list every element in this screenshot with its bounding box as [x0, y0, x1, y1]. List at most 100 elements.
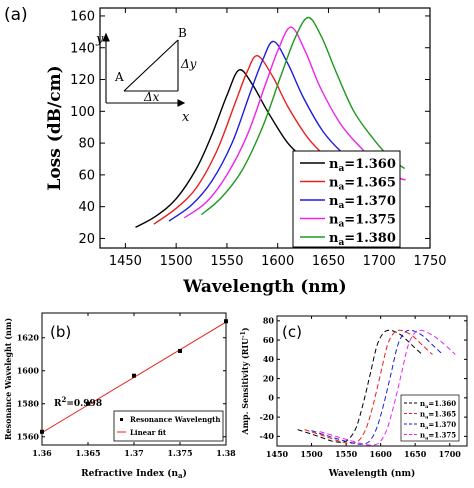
panel-a-y-ticks: 20 40 60 80 100 120 140 160 — [70, 9, 430, 247]
inset-x-arrow-icon — [177, 99, 186, 107]
y-tick-label: 1620 — [17, 333, 40, 343]
panel-a-y-axis-label: Loss (dB/cm) — [45, 65, 65, 190]
panel-a-legend-label-0: na=1.360 — [329, 157, 396, 174]
panel-b-legend-marker — [120, 418, 123, 421]
panel-b-data-point-0 — [40, 429, 44, 434]
panel-c-x-axis-label: Wavelength (nm) — [328, 468, 416, 479]
panel-c-series-line-3 — [319, 329, 456, 446]
panel-c-legend-label-1: na=1.365 — [420, 410, 456, 421]
inset-delta-y: Δy — [180, 57, 197, 71]
x-tick-label: 1700 — [363, 254, 396, 269]
panel-c-y-ticks: -40 -20 0 20 40 60 80 — [260, 316, 467, 441]
x-tick-label: 1.365 — [75, 448, 100, 458]
inset-hypotenuse — [123, 39, 179, 92]
x-tick-label: 1550 — [335, 449, 358, 459]
panel-b-y-axis-label: Resonance Waveleght (nm) — [3, 318, 13, 440]
y-tick-label: 40 — [263, 354, 275, 364]
x-tick-label: 1450 — [266, 449, 289, 459]
y-tick-label: 140 — [70, 41, 95, 56]
panel-a-x-axis-label: Wavelength (nm) — [182, 277, 346, 297]
inset-diagram — [102, 32, 186, 107]
panel-a-frame — [99, 7, 431, 249]
x-tick-label: 1500 — [300, 449, 323, 459]
y-tick-label: 160 — [70, 9, 95, 24]
y-tick-label: 80 — [263, 316, 275, 326]
panel-b-data-point-4 — [224, 319, 228, 324]
panel-b-legend-box — [113, 410, 224, 442]
panel-c-series-line-2 — [311, 329, 444, 445]
panel-a-legend-box — [292, 150, 401, 248]
panel-c-y-axis-label: Amp. Sensitivity (RIU-1) — [240, 327, 250, 435]
panel-a-series-line-4 — [201, 16, 406, 216]
x-tick-label: 1450 — [109, 254, 142, 269]
y-tick-label: 40 — [78, 200, 95, 215]
panel-b-x-axis-label: Refractive Index (na) — [81, 468, 187, 480]
inset-y-arrow-icon — [102, 32, 110, 42]
inset-x-label: x — [182, 110, 190, 125]
panel-b-legend: Resonance Wavelength Linear fit — [113, 410, 224, 442]
x-tick-label: 1.36 — [32, 448, 52, 458]
panel-c-legend-label-0: na=1.360 — [420, 399, 456, 410]
x-tick-label: 1700 — [439, 449, 462, 459]
panel-b-series — [40, 319, 228, 434]
y-tick-label: 100 — [70, 105, 95, 120]
panel-c-legend-label-3: na=1.375 — [420, 431, 456, 442]
panel-a-x-ticks: 1450 1500 1550 1600 1650 1700 1750 — [109, 8, 447, 269]
panel-a: (a) 1450 1500 1550 1600 1650 1700 1750 20 40 60 8… — [4, 5, 447, 297]
panel-c-series — [297, 329, 456, 446]
panel-c-plot-area: 1450 1500 1550 1600 1650 1700 -40 -20 0 20 40 60 80 — [260, 315, 468, 459]
panel-b-data-point-3 — [178, 348, 182, 353]
panel-c-x-ticks: 1450 1500 1550 1600 1650 1700 — [266, 316, 461, 459]
x-tick-label: 1600 — [370, 449, 393, 459]
panel-b-plot-area: 1.36 1.365 1.37 1.375 1.38 1560 1580 1600 1620 — [17, 312, 236, 458]
y-tick-label: 0 — [268, 393, 274, 403]
panel-c-label: (c) — [282, 323, 302, 341]
panel-a-label: (a) — [4, 5, 28, 25]
panel-b-data-point-1 — [86, 401, 90, 406]
inset-point-b: B — [178, 26, 187, 40]
y-tick-label: 1600 — [17, 366, 40, 376]
panel-b-data-point-2 — [132, 373, 136, 378]
panel-b-legend-label-0: Resonance Wavelength — [130, 415, 220, 424]
inset-delta-x: Δx — [143, 90, 160, 104]
x-tick-label: 1600 — [261, 254, 294, 269]
panel-b-r-squared: R2=0.998 — [54, 395, 102, 409]
panel-b-legend-label-1: Linear fit — [130, 428, 167, 437]
panel-a-legend-label-4: na=1.380 — [329, 231, 396, 248]
y-tick-label: 60 — [78, 168, 95, 183]
x-tick-label: 1500 — [160, 254, 193, 269]
inset-point-a: A — [114, 70, 124, 84]
x-tick-label: 1550 — [210, 254, 243, 269]
panel-b: 1.36 1.365 1.37 1.375 1.38 1560158016001620 … — [3, 312, 236, 480]
x-tick-label: 1.375 — [167, 448, 192, 458]
panel-b-label: (b) — [50, 323, 71, 341]
inset-y-label: y — [95, 32, 104, 47]
y-tick-label: 80 — [78, 137, 95, 152]
y-tick-label: 120 — [70, 73, 95, 88]
panel-c-frame — [276, 315, 468, 447]
panel-c-legend-label-2: na=1.370 — [420, 420, 456, 431]
y-tick-label: 20 — [263, 373, 275, 383]
panel-b-x-ticks: 1.36 1.365 1.37 1.375 1.38 — [32, 313, 236, 458]
y-tick-label: 1580 — [17, 399, 40, 409]
x-tick-label: 1750 — [413, 254, 446, 269]
x-tick-label: 1.38 — [216, 448, 236, 458]
x-tick-label: 1.37 — [124, 448, 143, 458]
y-tick-label: 60 — [263, 335, 275, 345]
panel-a-legend-label-1: na=1.365 — [329, 176, 396, 193]
panel-c-series-line-0 — [297, 329, 423, 443]
panel-a-legend-label-2: na=1.370 — [329, 194, 396, 211]
y-tick-label: 20 — [78, 232, 95, 247]
panel-c: 1450 1500 1550 1600 1650 1700 -40 -20 0 20 40 60 80… — [240, 315, 468, 479]
panel-a-legend-label-3: na=1.375 — [329, 213, 396, 230]
y-tick-label: -20 — [260, 412, 275, 422]
panel-b-y-ticks: 1560 1580 1600 1620 — [17, 333, 226, 442]
y-tick-label: -40 — [260, 431, 275, 441]
panel-c-series-line-1 — [304, 329, 433, 444]
y-tick-label: 1560 — [17, 432, 40, 442]
